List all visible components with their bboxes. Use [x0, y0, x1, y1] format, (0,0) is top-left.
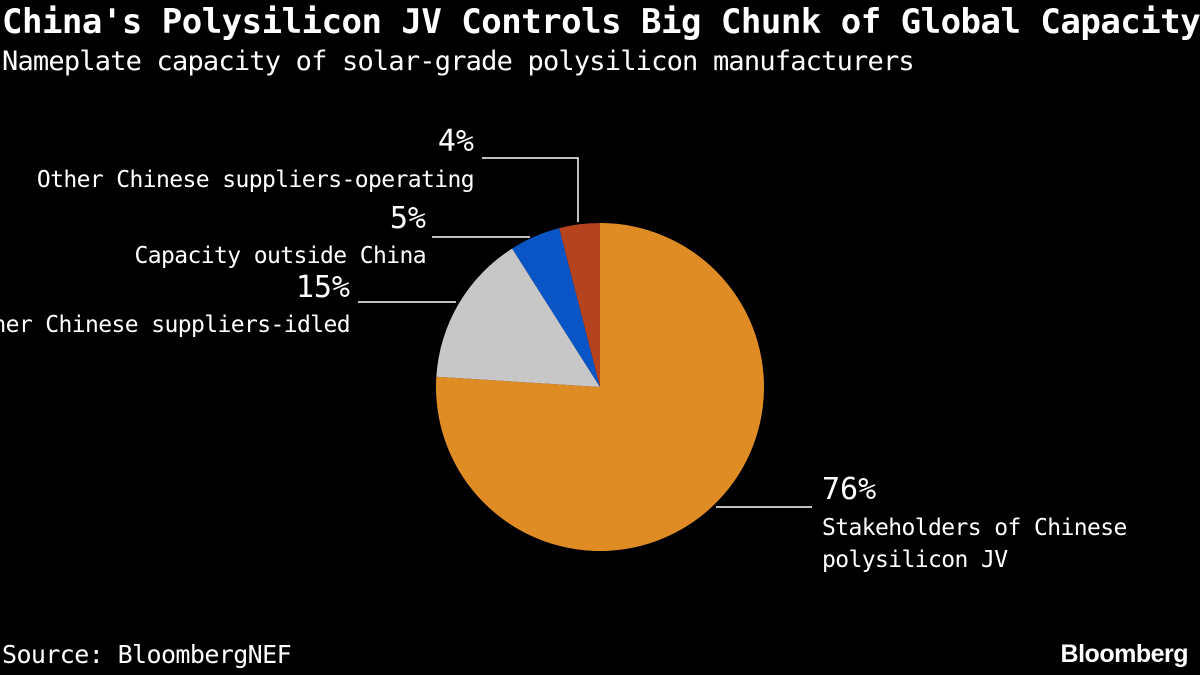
pie-slice	[559, 223, 600, 387]
slice-category-label: Other Chinese suppliers-idled	[0, 312, 350, 338]
slice-percent-label: 76%	[822, 472, 876, 507]
slice-percent-label: 4%	[438, 124, 474, 159]
chart-title: China's Polysilicon JV Controls Big Chun…	[2, 2, 1200, 42]
slice-percent-label: 15%	[296, 270, 350, 305]
slice-category-label: Other Chinese suppliers-operating	[37, 167, 474, 193]
slice-category-label: Capacity outside China	[135, 243, 426, 269]
pie-slices	[436, 223, 764, 551]
pie-slice	[512, 228, 600, 387]
bloomberg-logo: Bloomberg	[1060, 640, 1189, 668]
pie-labels: 76% Stakeholders of Chinese polysilicon JV…	[0, 124, 1127, 573]
slice-category-label: Stakeholders of Chinese	[822, 515, 1127, 541]
pie-slice	[436, 248, 600, 387]
chart-subtitle: Nameplate capacity of solar-grade polysi…	[2, 46, 915, 77]
leader-line	[482, 157, 579, 222]
slice-percent-label: 5%	[390, 201, 426, 236]
slice-category-label: polysilicon JV	[822, 547, 1008, 573]
source-note: Source: BloombergNEF	[2, 640, 292, 669]
